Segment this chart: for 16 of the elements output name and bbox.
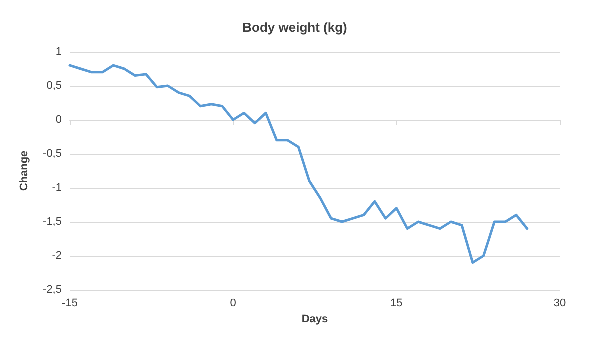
x-tick-label: 15 [390,298,403,310]
y-tick-label: -2 [52,250,62,262]
line-series [68,64,529,264]
y-tick-label: -0,5 [43,148,62,160]
x-tick-label: 30 [554,298,566,310]
y-tick-label: 0,5 [46,80,62,92]
chart-title: Body weight (kg) [242,20,348,35]
y-tick-label: -1,5 [43,216,62,228]
y-tick-label: -1 [52,182,62,194]
y-tick-label: -2,5 [43,284,62,296]
x-tick-label: -15 [62,298,78,310]
x-tick-label: 0 [230,298,236,310]
y-tick-label: 1 [56,46,62,58]
y-axis-title: Change [18,150,30,192]
y-tick-label: 0 [56,114,62,126]
x-axis-title: Days [302,314,328,326]
